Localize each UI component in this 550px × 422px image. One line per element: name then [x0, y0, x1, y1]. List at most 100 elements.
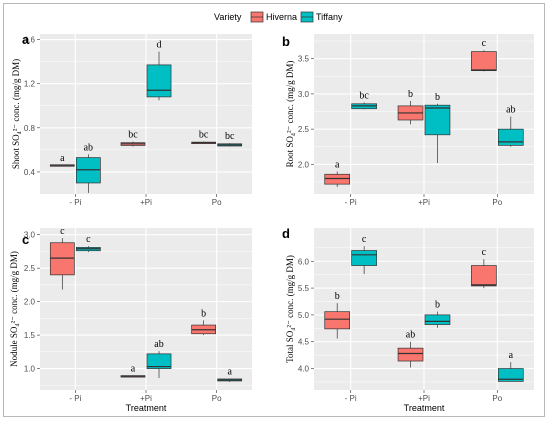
significance-label: bc	[359, 90, 369, 101]
box-tiffany-1: b	[424, 92, 451, 163]
x-tick-label: +Pi	[418, 198, 430, 207]
legend-label-tiffany: Tiffany	[316, 12, 343, 22]
significance-label: bc	[199, 130, 209, 141]
box-tiffany-1: d	[146, 40, 172, 101]
y-tick-label: 4.5	[298, 338, 310, 347]
significance-label: ab	[154, 339, 163, 350]
significance-label: c	[60, 226, 65, 237]
y-axis-label: Root SO₄²⁻ conc. (mg/g DM)	[285, 61, 295, 168]
box-iqr	[497, 368, 524, 382]
y-tick-label: 1.5	[24, 331, 36, 340]
y-tick-label: 5.0	[298, 311, 310, 320]
x-tick-label: +Pi	[140, 394, 152, 403]
box-hiverna-0: a	[49, 153, 75, 167]
box-tiffany-1: ab	[146, 339, 172, 378]
box-iqr	[324, 311, 351, 330]
y-axis-label: Nodule SO₄²⁻ conc. (mg/g DM)	[9, 251, 19, 367]
box-tiffany-0: c	[351, 234, 377, 275]
box-tiffany-1: b	[424, 300, 451, 328]
panel-d: 4.0 4.5 5.0 5.5 6.0 - Pi +Pi Po b ab c c b a d Total SO…	[282, 226, 534, 413]
significance-label: c	[86, 234, 91, 245]
box-iqr	[471, 265, 497, 287]
box-iqr	[471, 51, 497, 72]
box-hiverna-0: c	[49, 226, 75, 290]
box-hiverna-1: a	[120, 363, 146, 378]
x-tick-label: Po	[212, 394, 222, 403]
x-tick-label: - Pi	[345, 198, 357, 207]
y-tick-label: 4.0	[298, 365, 310, 374]
box-iqr	[146, 64, 172, 98]
x-tick-label: - Pi	[69, 394, 81, 403]
y-tick-label: 3.0	[24, 231, 36, 240]
x-tick-label: Po	[492, 198, 502, 207]
y-tick-label: 3.0	[298, 90, 310, 99]
significance-label: b	[335, 291, 340, 302]
significance-label: b	[435, 300, 440, 311]
significance-label: ab	[406, 330, 415, 341]
x-tick-label: Po	[492, 394, 502, 403]
box-tiffany-0: c	[75, 234, 101, 253]
y-tick-label: 6.0	[298, 257, 310, 266]
panel-letter: a	[22, 32, 30, 47]
y-tick-label: 2.0	[24, 298, 36, 307]
significance-label: ab	[506, 104, 515, 115]
significance-label: c	[362, 234, 367, 245]
x-axis-label: Treatment	[126, 403, 167, 413]
box-iqr	[424, 104, 451, 136]
y-tick-label: 2.5	[24, 264, 36, 273]
box-hiverna-2: b	[191, 308, 217, 336]
x-tick-label: Po	[212, 198, 222, 207]
y-tick-label: 2.0	[298, 160, 310, 169]
y-tick-label: 5.5	[298, 284, 310, 293]
box-iqr	[146, 353, 172, 369]
box-tiffany-2: ab	[497, 104, 524, 147]
significance-label: a	[227, 367, 232, 378]
legend-title: Variety	[214, 12, 242, 22]
x-axis-label: Treatment	[404, 403, 445, 413]
significance-label: bc	[225, 131, 235, 142]
box-hiverna-2: c	[471, 38, 497, 72]
significance-label: c	[482, 38, 487, 49]
y-tick-label: 0.8	[24, 124, 36, 133]
box-hiverna-0: a	[324, 159, 351, 187]
panel-letter: d	[282, 226, 290, 241]
y-axis-label: Total SO₄²⁻ conc. (mg/g DM)	[285, 255, 295, 363]
box-tiffany-2: a	[217, 367, 243, 382]
significance-label: b	[435, 92, 440, 103]
y-axis-label: Shoot SO₄²⁻ conc. (mg/g DM)	[11, 59, 21, 169]
box-iqr	[324, 173, 351, 185]
x-tick-label: - Pi	[69, 198, 81, 207]
box-hiverna-2: bc	[191, 130, 217, 144]
box-hiverna-2: c	[471, 247, 497, 289]
significance-label: ab	[84, 142, 93, 153]
panel-a: 0.4 0.8 1.2 1.6 - Pi +Pi Po a bc bc ab d bc a Shoot SO…	[11, 32, 252, 207]
legend-label-hiverna: Hiverna	[266, 12, 297, 22]
x-tick-label: +Pi	[418, 394, 430, 403]
box-hiverna-1: ab	[397, 330, 424, 368]
significance-label: c	[482, 247, 487, 258]
significance-label: b	[201, 308, 206, 319]
box-hiverna-1: b	[397, 89, 424, 125]
box-tiffany-0: bc	[351, 90, 377, 110]
panel-letter: c	[22, 232, 29, 247]
significance-label: b	[408, 89, 413, 100]
x-tick-label: - Pi	[345, 394, 357, 403]
box-tiffany-2: bc	[217, 131, 243, 147]
x-tick-label: +Pi	[140, 198, 152, 207]
significance-label: a	[335, 159, 340, 170]
box-hiverna-1: bc	[120, 130, 146, 147]
box-iqr	[351, 250, 377, 266]
significance-label: d	[157, 40, 162, 51]
y-tick-label: 3.5	[298, 55, 310, 64]
significance-label: a	[60, 153, 65, 164]
box-iqr	[49, 242, 75, 276]
y-tick-label: 0.4	[24, 168, 36, 177]
y-tick-label: 1.2	[24, 80, 36, 89]
significance-label: a	[509, 350, 514, 361]
box-iqr	[497, 128, 524, 146]
box-tiffany-0: ab	[75, 142, 101, 193]
box-hiverna-0: b	[324, 291, 351, 339]
